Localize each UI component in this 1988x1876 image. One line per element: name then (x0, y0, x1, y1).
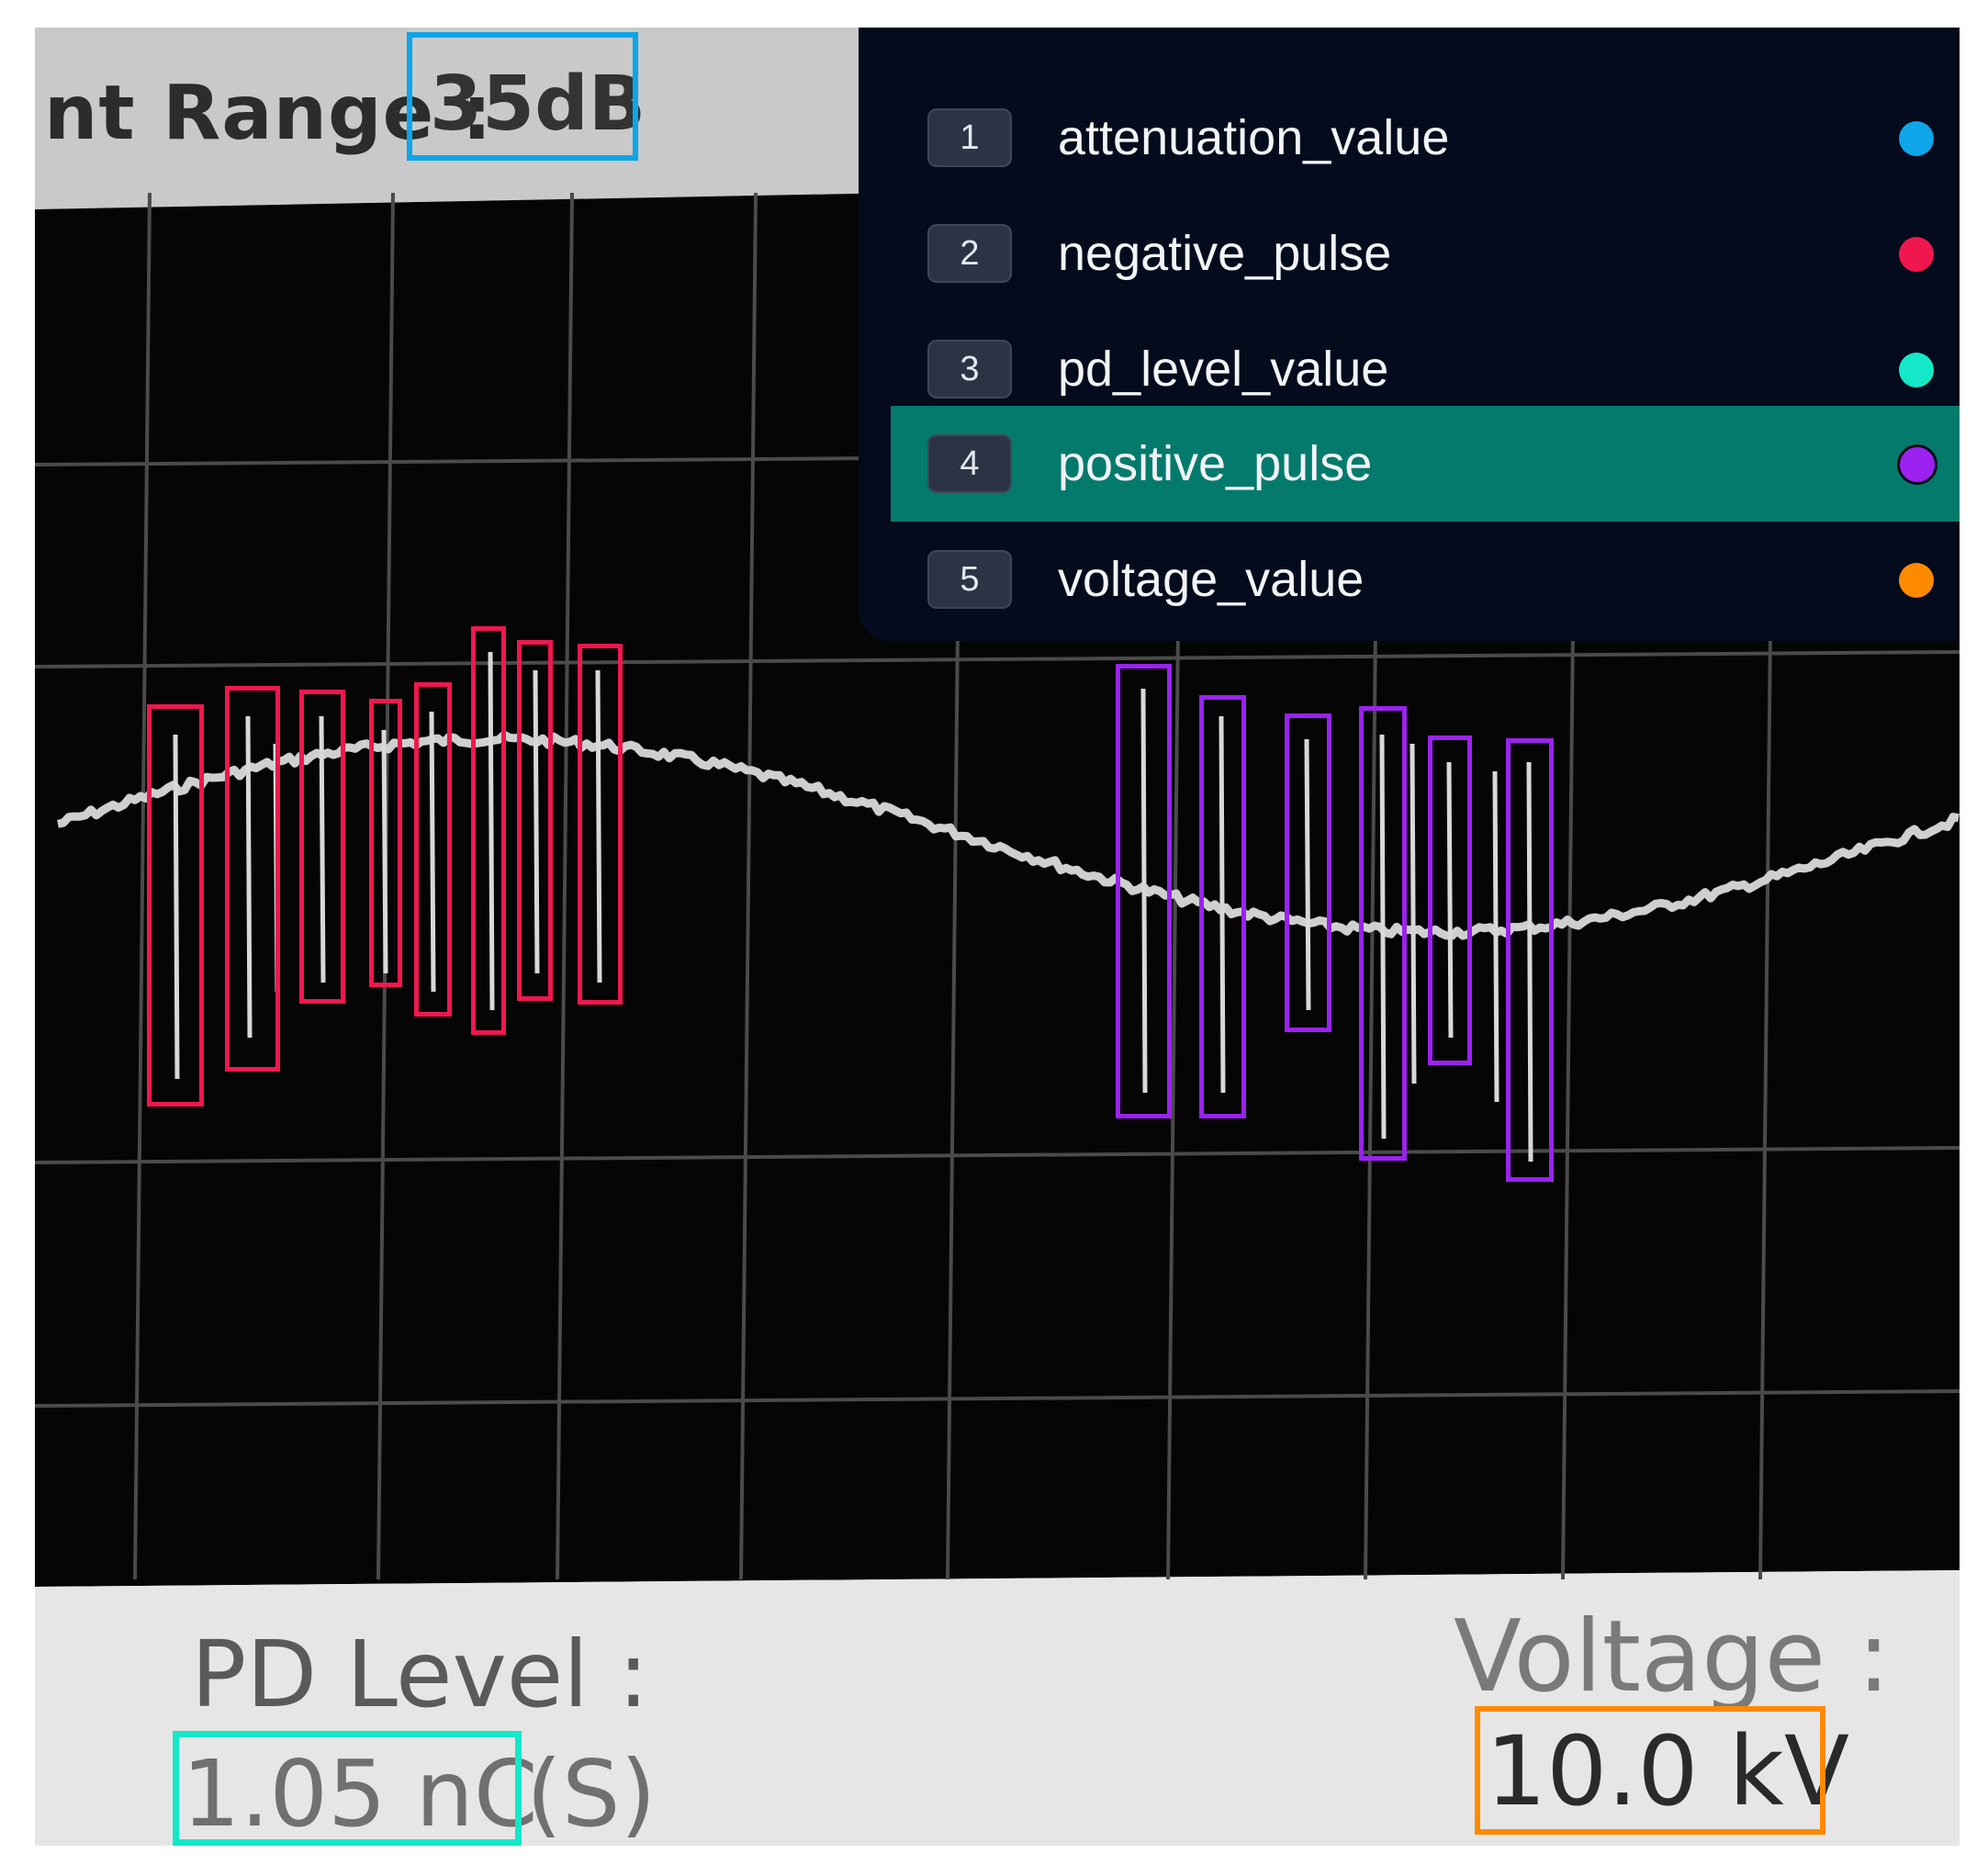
top-label-panel (35, 28, 898, 209)
legend-index-badge: 2 (927, 224, 1012, 283)
positive-pulse-box[interactable] (1506, 738, 1554, 1182)
legend-label: negative_pulse (1058, 226, 1392, 281)
negative-pulse-box[interactable] (225, 686, 280, 1072)
legend-label: voltage_value (1058, 552, 1365, 607)
legend-color-dot-icon (1899, 353, 1934, 388)
legend-index-badge: 3 (927, 340, 1012, 399)
pulse-spike (1304, 738, 1311, 1011)
grid-line (35, 650, 1960, 668)
legend-color-dot-icon (1897, 444, 1937, 485)
legend-color-dot-icon (1899, 237, 1934, 272)
negative-pulse-box[interactable] (414, 682, 452, 1017)
pulse-spike (173, 734, 180, 1080)
voltage-label: Voltage : (1454, 1600, 1891, 1714)
legend-item-positive-pulse[interactable]: 4 positive_pulse (891, 406, 1960, 522)
pulse-spike (1140, 688, 1148, 1094)
legend-item-negative-pulse[interactable]: 2 negative_pulse (891, 196, 1960, 311)
pulse-spike (595, 669, 602, 983)
legend-index-badge: 5 (927, 550, 1012, 609)
negative-pulse-box[interactable] (147, 704, 204, 1107)
voltage-value-text: 10.0 kV (1486, 1715, 1849, 1827)
pulse-spike (1379, 734, 1387, 1140)
pulse-spike (533, 669, 540, 974)
grid-line (133, 192, 152, 1580)
positive-pulse-box[interactable] (1199, 695, 1246, 1118)
positive-pulse-box[interactable] (1359, 706, 1407, 1161)
positive-pulse-box[interactable] (1285, 713, 1331, 1032)
positive-pulse-box[interactable] (1428, 736, 1472, 1065)
attenuation-value-text: 35dB (430, 61, 646, 148)
legend-color-dot-icon (1899, 121, 1934, 156)
pulse-spike (245, 715, 253, 1039)
pulse-spike (488, 651, 495, 1011)
signal-trace (57, 730, 1960, 940)
grid-line (739, 192, 758, 1580)
grid-line (35, 1146, 1960, 1164)
positive-pulse-box[interactable] (1116, 664, 1172, 1118)
negative-pulse-box[interactable] (471, 626, 506, 1035)
voltage-value-box[interactable] (1475, 1706, 1825, 1835)
pd-level-label: PD Level : (191, 1621, 649, 1728)
legend-item-attenuation-value[interactable]: 1 attenuation_value (891, 80, 1960, 196)
negative-pulse-box[interactable] (369, 699, 402, 987)
legend-item-voltage-value[interactable]: 5 voltage_value (891, 522, 1960, 637)
legend-item-pd-level-value[interactable]: 3 pd_level_value (891, 311, 1960, 427)
legend-index-badge: 4 (927, 434, 1012, 493)
legend-index-badge: 1 (927, 108, 1012, 167)
grid-line (35, 1389, 1960, 1408)
negative-pulse-box[interactable] (578, 644, 623, 1005)
grid-line (556, 192, 574, 1580)
pulse-spike (1492, 770, 1499, 1103)
pulse-spike (381, 729, 388, 974)
pulse-spike (319, 715, 326, 983)
pd-level-value-text: 1.05 nC (182, 1740, 538, 1846)
pd-level-suffix: (S) (526, 1740, 657, 1846)
legend-label: attenuation_value (1058, 110, 1450, 165)
label-legend-panel: 1 attenuation_value 2 negative_pulse 3 pd_lev… (859, 28, 1960, 641)
legend-label: positive_pulse (1058, 436, 1373, 491)
pulse-spike (1410, 743, 1417, 1084)
legend-color-dot-icon (1899, 563, 1934, 598)
pd-level-value-box[interactable] (173, 1731, 522, 1846)
pulse-spike (1219, 715, 1226, 1094)
legend-label: pd_level_value (1058, 342, 1389, 397)
pulse-spike (1526, 761, 1533, 1163)
pulse-spike (429, 711, 436, 993)
measurement-range-label: nt Range : (44, 70, 493, 157)
negative-pulse-box[interactable] (299, 690, 345, 1004)
negative-pulse-box[interactable] (517, 640, 553, 1001)
attenuation-value-box[interactable] (407, 32, 638, 161)
pulse-spike (1446, 761, 1454, 1039)
